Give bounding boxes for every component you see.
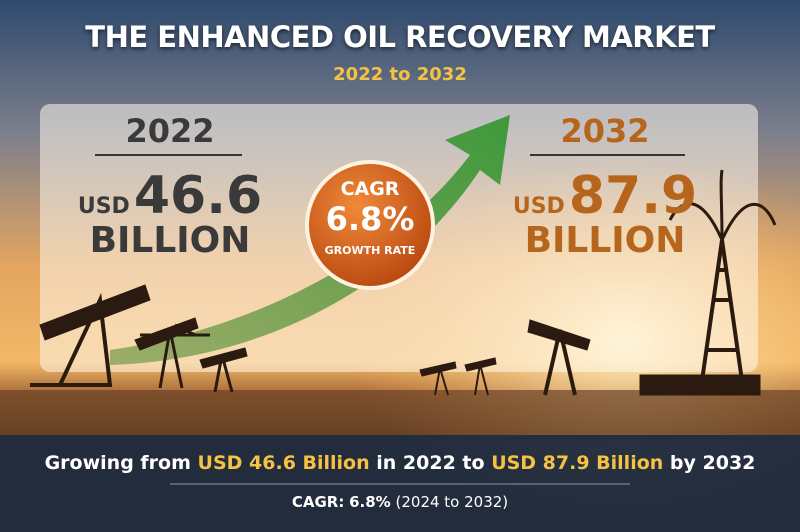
summary-text: by 2032	[669, 452, 756, 474]
summary-text: in 2022 to	[376, 452, 485, 474]
amount: 87.9	[568, 166, 698, 226]
cagr-value: 6.8%	[349, 493, 391, 511]
end-year: 2032	[560, 112, 650, 150]
summary-highlight: USD 87.9 Billion	[491, 452, 664, 474]
summary-highlight: USD 46.6 Billion	[197, 452, 370, 474]
end-unit: BILLION	[524, 220, 686, 261]
currency: USD	[77, 194, 130, 219]
title: THE ENHANCED OIL RECOVERY MARKET	[85, 20, 715, 54]
cagr-period: (2024 to 2032)	[395, 493, 509, 511]
start-unit: BILLION	[89, 220, 251, 261]
badge-label: CAGR	[340, 178, 400, 200]
summary-text: Growing from	[44, 452, 191, 474]
amount: 46.6	[133, 166, 263, 226]
summary: Growing from USD 46.6 Billion in 2022 to…	[0, 452, 800, 474]
cagr-line: CAGR: 6.8% (2024 to 2032)	[0, 493, 800, 511]
badge-rate: 6.8%	[325, 200, 415, 238]
end-amount: USD87.9	[490, 170, 720, 222]
badge-caption: GROWTH RATE	[324, 244, 416, 257]
start-year: 2022	[125, 112, 215, 150]
subtitle: 2022 to 2032	[333, 64, 467, 85]
currency: USD	[512, 194, 565, 219]
start-amount: USD46.6	[60, 170, 280, 222]
cagr-label: CAGR:	[291, 493, 345, 511]
